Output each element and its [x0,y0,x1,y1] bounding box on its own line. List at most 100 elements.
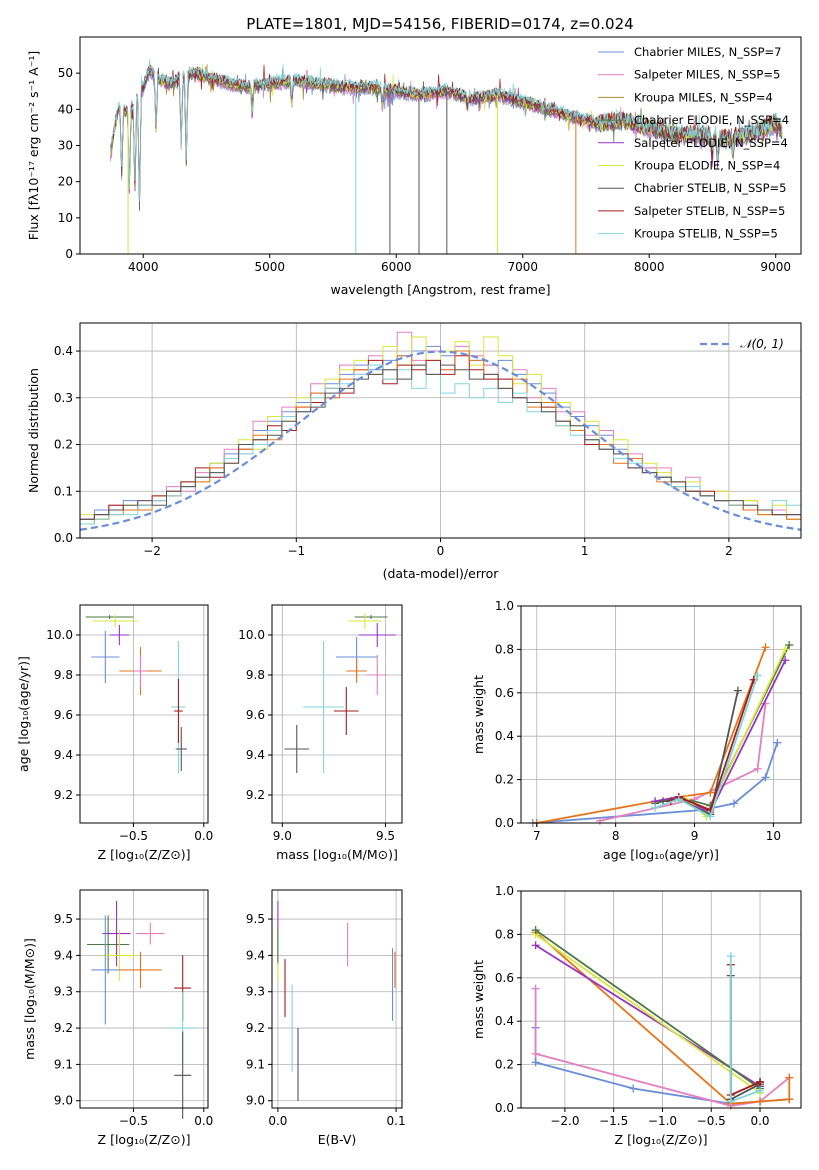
axes-frame [520,890,802,1109]
series-marker [531,984,540,993]
x-tick-label: 0.0 [194,1114,213,1128]
series-line [536,646,767,824]
y-tick-label: 30 [58,139,73,153]
y-tick-label: 20 [58,175,73,189]
legend-label: Chabrier MILES, N_SSP=7 [634,45,781,59]
spectrum-line [110,63,783,207]
legend-label: Salpeter ELODIE, N_SSP=4 [634,136,788,150]
x-tick-label: −0.5 [697,1114,726,1128]
series-marker [629,1084,638,1093]
x-axis-label: wavelength [Angstrom, rest frame] [330,282,550,297]
series-marker [761,773,770,782]
y-tick-label: 9.8 [246,668,265,682]
x-tick-label: 10 [766,829,781,843]
chart-title: PLATE=1801, MJD=54156, FIBERID=0174, z=0… [246,15,633,33]
x-tick-label: −1 [287,544,305,558]
x-tick-label: 4000 [128,260,159,274]
y-axis-label: mass weight [471,960,486,1039]
y-tick-label: 9.5 [54,912,73,926]
y-tick-label: 0.0 [495,1101,514,1115]
mass-vs-Z-panel: −0.5 0.0 9.0 9.1 9.2 9.3 9.4 9.5 Z [log₁₀(Z/Z⊙)]… [22,889,213,1147]
legend-label: Salpeter MILES, N_SSP=5 [634,68,780,82]
y-tick-label: 9.4 [246,748,265,762]
series-marker [531,926,540,935]
series-marker [756,1086,765,1095]
series-marker [531,1058,540,1067]
x-axis-label: Z [log₁₀(Z/Z⊙)] [98,1132,191,1147]
y-tick-label: 1.0 [495,884,514,898]
y-tick-label: 0.2 [495,773,514,787]
x-tick-label: 7000 [507,260,538,274]
y-tick-label: 9.3 [246,985,265,999]
series-marker [761,643,770,652]
y-tick-label: 9.6 [246,708,265,722]
y-tick-label: 0.0 [495,816,514,830]
y-tick-label: 0.6 [495,686,514,700]
series-marker [726,952,735,961]
x-tick-label: 9 [691,829,699,843]
x-tick-label: 9000 [760,260,791,274]
y-tick-label: 0.2 [54,438,73,452]
y-tick-label: 9.8 [54,668,73,682]
y-tick-label: 0.2 [495,1058,514,1072]
y-tick-label: 9.1 [246,1057,265,1071]
series-marker [773,738,782,747]
series-line [535,933,761,1095]
series-marker [674,795,683,804]
axes-frame [79,604,209,824]
x-tick-label: 1 [581,544,589,558]
series-marker [706,788,715,797]
y-tick-label: 9.0 [54,1094,73,1108]
y-axis-label: mass [log₁₀(M/M⊙)] [22,938,37,1060]
age-vs-Z-panel: −0.5 0.0 9.2 9.4 9.6 9.8 10.0 Z [log₁₀(Z/Z⊙)] ag… [16,604,213,862]
axes-frame [79,889,209,1109]
y-axis-label: Flux [fλ10⁻¹⁷ erg cm⁻² s⁻¹ A⁻¹] [26,51,41,240]
y-tick-label: 0.6 [495,971,514,985]
spectrum-panel: 4000 5000 6000 7000 8000 9000 0 10 20 30 40 50 wavel… [26,36,802,297]
series-marker [785,641,794,650]
x-axis-label: mass [log₁₀(M/M⊙)] [276,847,398,862]
series-marker [756,1097,765,1106]
series-marker [785,1073,794,1082]
residuals-panel: −2 −1 0 1 2 0.0 0.1 0.2 0.3 0.4 (data-model)/error… [26,322,802,581]
x-axis-label: Z [log₁₀(Z/Z⊙)] [98,847,191,862]
x-tick-label: 0.0 [194,829,213,843]
x-tick-label: −0.5 [119,829,148,843]
x-tick-label: −0.5 [119,1114,148,1128]
x-tick-label: −2.0 [550,1114,579,1128]
spectrum-plot [110,58,783,254]
massweight-vs-Z-panel: −2.0 −1.5 −1.0 −0.5 0.0 0.0 0.2 0.4 0.6 0.8 1.0 Z [… [471,884,802,1147]
y-tick-label: 0.8 [495,642,514,656]
x-tick-label: 8000 [634,260,665,274]
x-tick-label: 0.0 [268,1114,287,1128]
series-line [654,659,787,814]
mass-vs-ebv-panel: 0.0 0.1 9.0 9.1 9.2 9.3 9.4 9.5 E(B-V) [246,889,406,1147]
x-axis-label: (data-model)/error [383,566,500,581]
y-tick-label: 9.1 [54,1057,73,1071]
series-marker [729,799,738,808]
series-marker [781,656,790,665]
series-marker [706,812,715,821]
x-tick-label: −1.0 [648,1114,677,1128]
y-tick-label: 9.4 [246,948,265,962]
x-axis-label: age [log₁₀(age/yr)] [603,847,719,862]
x-axis-label: E(B-V) [318,1132,357,1147]
legend-label: Kroupa ELODIE, N_SSP=4 [634,159,780,173]
series-marker [531,941,540,950]
series-marker [756,1077,765,1086]
y-tick-label: 0.8 [495,927,514,941]
x-tick-label: 6000 [381,260,412,274]
axes-frame [520,605,802,824]
legend-label: Kroupa MILES, N_SSP=4 [634,90,773,104]
histogram-plot [80,331,801,531]
legend-label: Chabrier ELODIE, N_SSP=4 [634,113,789,127]
x-tick-label: 2 [725,544,733,558]
spectrum-line [110,58,783,202]
y-tick-label: 0.0 [54,531,73,545]
series-line [729,975,761,1101]
series-marker [781,645,790,654]
y-tick-label: 0.4 [495,729,514,743]
y-tick-label: 9.2 [246,1021,265,1035]
y-tick-label: 9.5 [246,912,265,926]
x-tick-label: 7 [533,829,541,843]
